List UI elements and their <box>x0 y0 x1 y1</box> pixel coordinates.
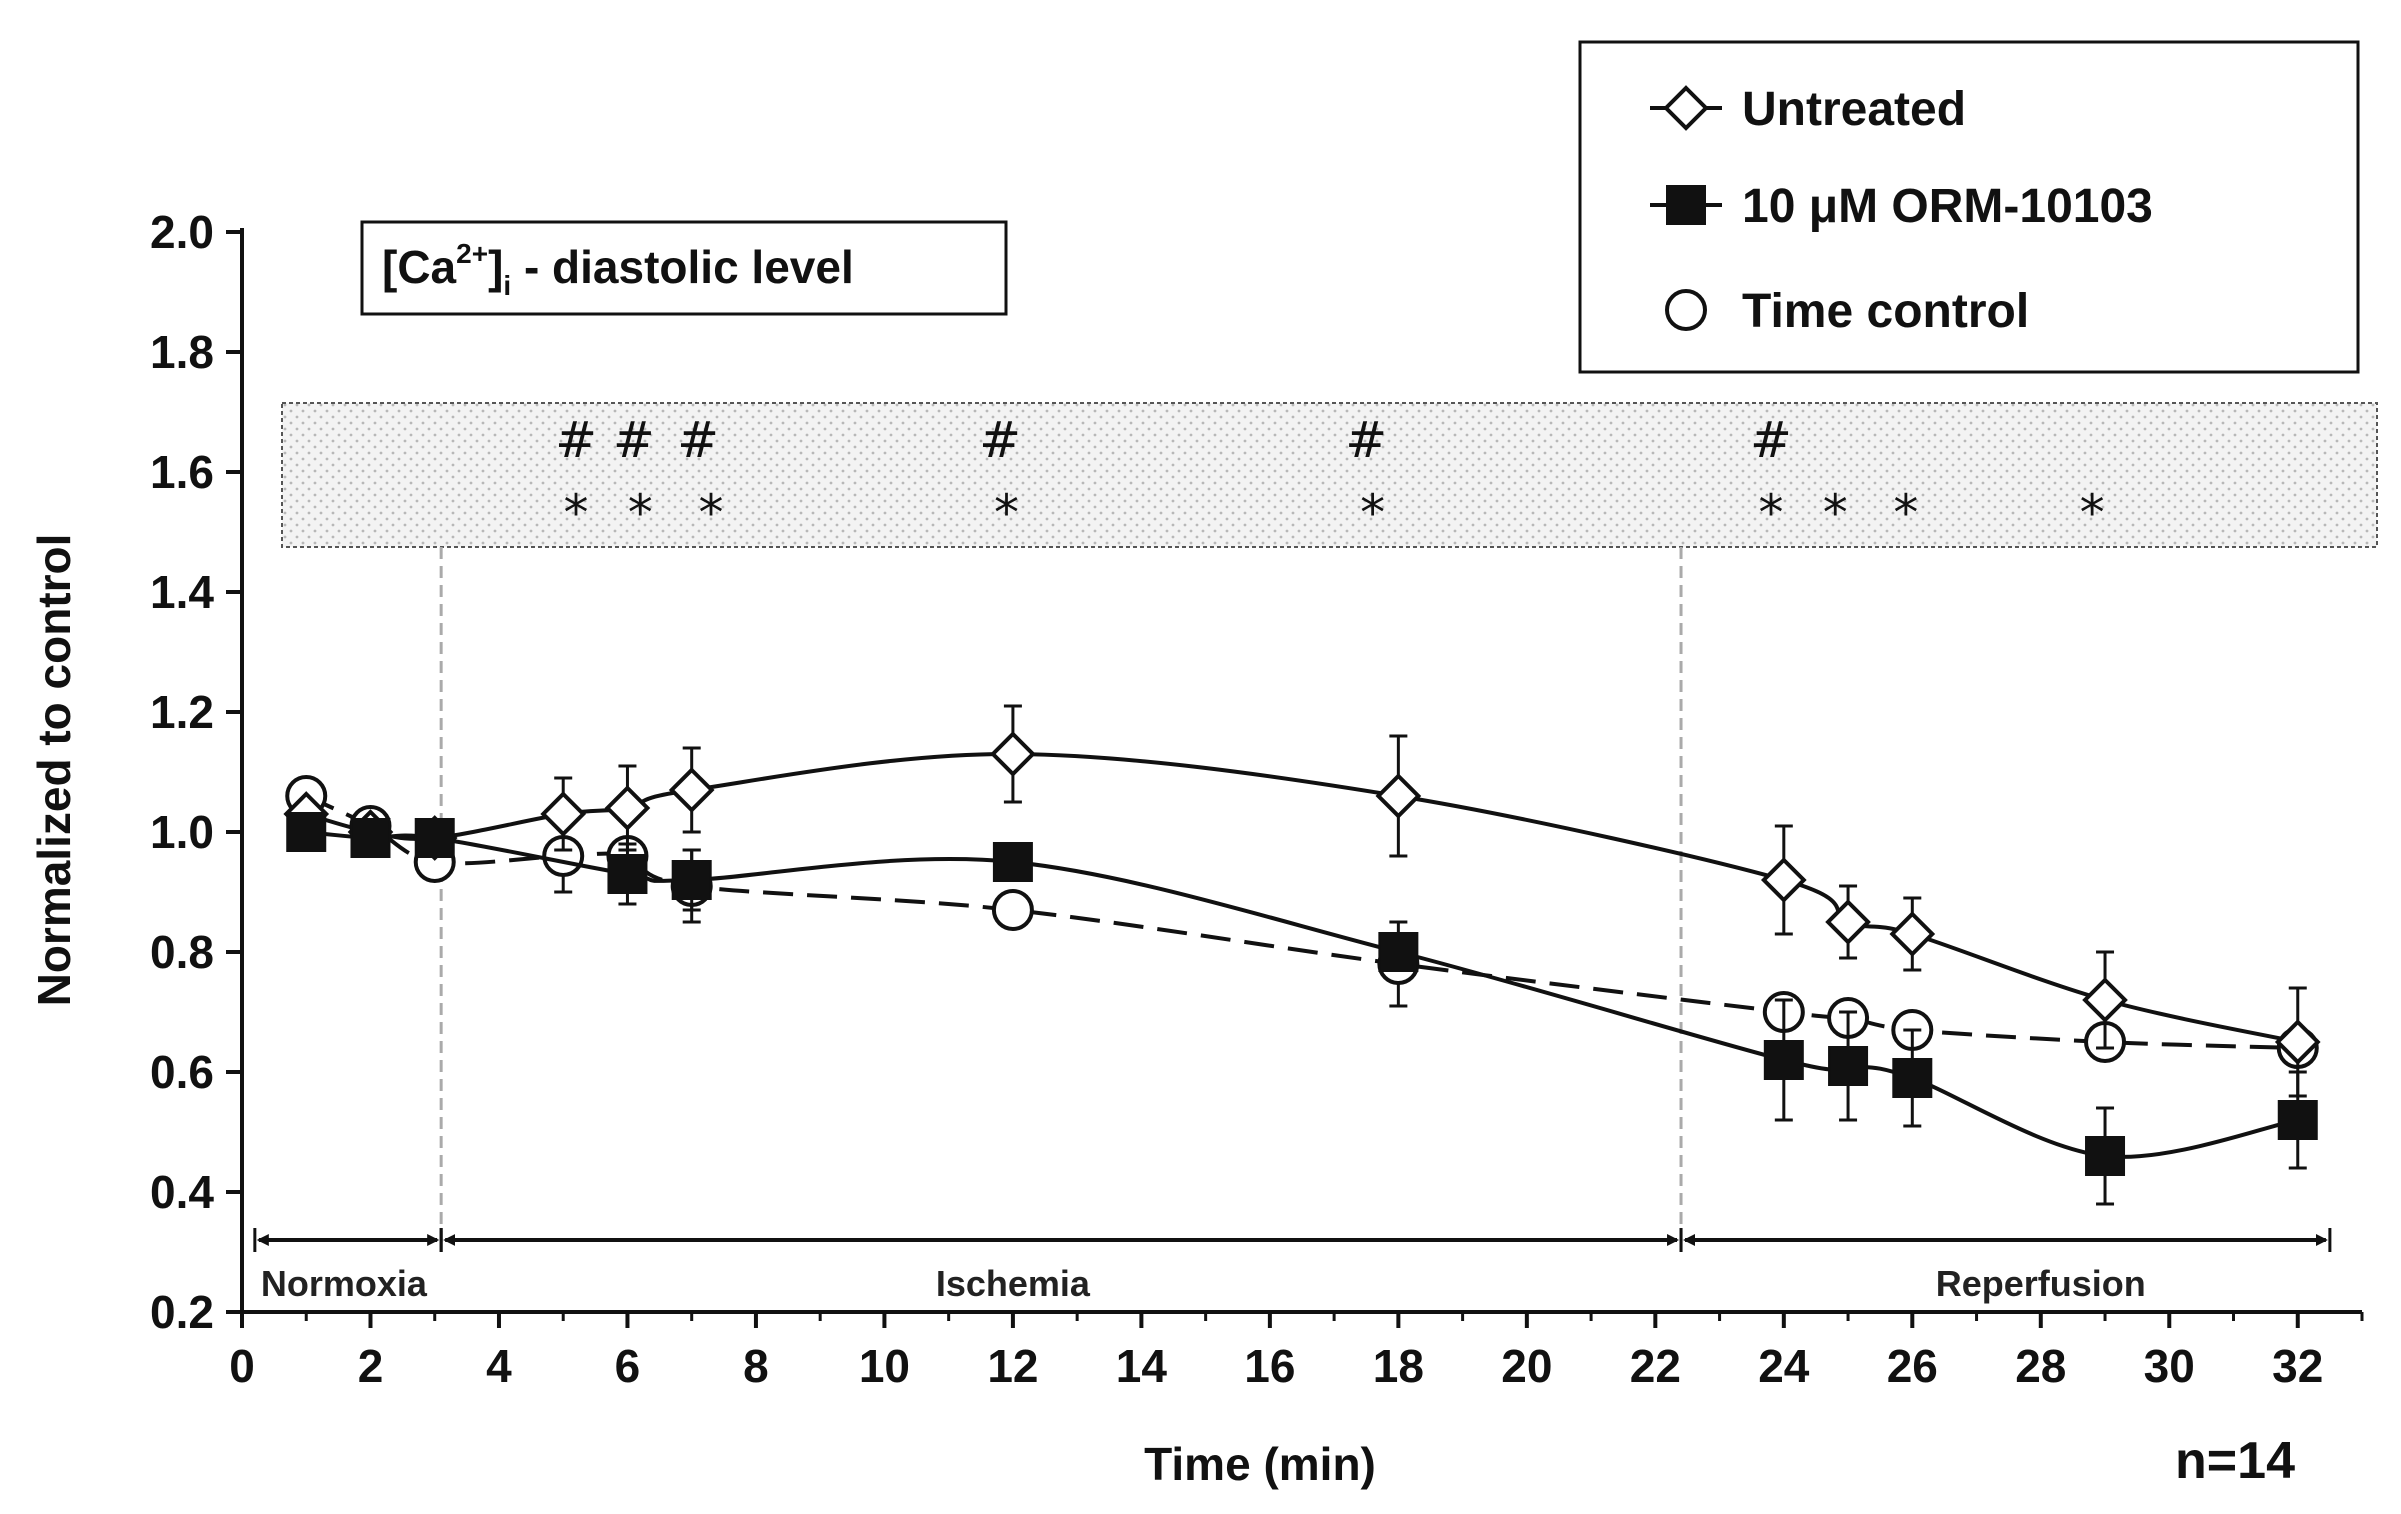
hash-mark: # <box>677 411 719 469</box>
n-label: n=14 <box>2175 1432 2295 1490</box>
series-time-control <box>285 775 2319 1069</box>
y-tick-label: 0.8 <box>150 926 214 978</box>
inset-label-prefix: [Ca <box>382 241 457 293</box>
inset-label-subscript: i <box>503 270 511 301</box>
data-point-10-m-orm-10103 <box>1828 1046 1869 1086</box>
phase-label-reperfusion: Reperfusion <box>1936 1263 2146 1304</box>
inset-label: [Ca2+]i - diastolic level <box>360 220 1008 316</box>
y-tick-label: 0.4 <box>150 1166 214 1218</box>
phase-label-ischemia: Ischemia <box>936 1263 1091 1304</box>
legend-label-time-control: Time control <box>1742 285 2029 338</box>
data-point-untreated <box>1375 773 1422 819</box>
legend-entries: Untreated 10 μM ORM-10103 Time control <box>1650 83 2153 338</box>
hash-mark: # <box>555 411 597 469</box>
star-mark: * <box>564 484 589 542</box>
x-tick-label: 2 <box>358 1340 384 1392</box>
x-tick-label: 26 <box>1887 1340 1938 1392</box>
phase-dividers <box>439 547 1683 1242</box>
phase-label-normoxia: Normoxia <box>261 1263 428 1304</box>
x-tick-label: 32 <box>2272 1340 2323 1392</box>
star-mark: * <box>1360 484 1385 542</box>
series-line-untreated <box>305 751 2299 1044</box>
data-point-untreated <box>604 785 651 831</box>
data-point-10-m-orm-10103 <box>671 860 712 900</box>
x-tick-label: 18 <box>1373 1340 1424 1392</box>
x-tick-label: 24 <box>1758 1340 1810 1392</box>
data-point-untreated <box>540 791 587 837</box>
series-10-m-orm-10103 <box>286 812 2318 1206</box>
data-point-untreated <box>2274 1019 2321 1065</box>
inset-label-text: [Ca2+]i - diastolic level <box>382 238 854 301</box>
data-point-10-m-orm-10103 <box>1378 932 1419 972</box>
legend-marker-10-m-orm-10103 <box>1666 185 1706 225</box>
data-point-10-m-orm-10103 <box>607 854 648 894</box>
star-mark: * <box>698 484 723 542</box>
star-mark: * <box>1758 484 1783 542</box>
legend-marker-untreated <box>1663 85 1709 131</box>
star-mark: * <box>628 484 653 542</box>
y-tick-label: 0.2 <box>150 1286 214 1338</box>
series-line-10-m-orm-10103 <box>306 830 2299 1159</box>
star-mark: * <box>2080 484 2105 542</box>
x-tick-label: 10 <box>859 1340 910 1392</box>
legend-label-untreated: Untreated <box>1742 83 1966 136</box>
hash-mark: # <box>1345 411 1387 469</box>
data-point-untreated <box>990 731 1036 777</box>
inset-label-suffix: - diastolic level <box>511 241 854 293</box>
data-point-10-m-orm-10103 <box>2085 1136 2126 1176</box>
star-mark: * <box>1893 484 1918 542</box>
legend-marker-time-control <box>1665 289 1707 331</box>
x-tick-label: 22 <box>1630 1340 1681 1392</box>
hash-mark: # <box>613 411 655 469</box>
star-mark: * <box>994 484 1019 542</box>
data-point-10-m-orm-10103 <box>1763 1040 1804 1080</box>
y-tick-label: 2.0 <box>150 206 214 258</box>
inset-label-bracket: ] <box>488 241 503 293</box>
hash-mark: # <box>1750 411 1792 469</box>
x-tick-label: 8 <box>743 1340 769 1392</box>
data-point-untreated <box>1760 857 1807 903</box>
phase-arrows: Normoxia Ischemia Reperfusion <box>253 1228 2332 1304</box>
x-tick-label: 20 <box>1501 1340 1552 1392</box>
x-tick-label: 6 <box>615 1340 641 1392</box>
y-tick-label: 1.6 <box>150 446 214 498</box>
inset-label-box <box>360 220 1008 316</box>
data-point-10-m-orm-10103 <box>992 842 1033 882</box>
data-point-untreated <box>1889 911 1936 957</box>
series-line-time-control <box>305 794 2298 1050</box>
data-point-10-m-orm-10103 <box>2277 1100 2318 1140</box>
y-tick-label: 1.0 <box>150 806 214 858</box>
y-tick-label: 1.4 <box>150 566 214 618</box>
y-axis-title: Normalized to control <box>28 534 80 1007</box>
inset-label-superscript: 2+ <box>456 238 488 269</box>
y-tick-label: 1.2 <box>150 686 214 738</box>
x-tick-label: 12 <box>987 1340 1038 1392</box>
x-axis-title: Time (min) <box>1144 1438 1376 1490</box>
legend-label-10-m-orm-10103: 10 μM ORM-10103 <box>1742 180 2153 233</box>
significance-band <box>281 402 2378 548</box>
data-point-10-m-orm-10103 <box>414 818 455 858</box>
x-tick-label: 28 <box>2015 1340 2066 1392</box>
x-tick-label: 16 <box>1244 1340 1295 1392</box>
x-tick-label: 30 <box>2144 1340 2195 1392</box>
y-tick-label: 1.8 <box>150 326 214 378</box>
data-point-untreated <box>2082 977 2128 1023</box>
significance-marks: # # # # # # * * * * * * * * * <box>555 411 2105 542</box>
data-point-untreated <box>668 767 715 813</box>
hash-mark: # <box>979 411 1021 469</box>
series-layer <box>283 704 2321 1206</box>
data-point-10-m-orm-10103 <box>286 812 327 852</box>
star-mark: * <box>1823 484 1848 542</box>
data-point-10-m-orm-10103 <box>1892 1058 1933 1098</box>
data-point-time-control <box>991 889 1034 931</box>
x-tick-label: 4 <box>486 1340 512 1392</box>
y-tick-label: 0.6 <box>150 1046 214 1098</box>
data-point-10-m-orm-10103 <box>350 818 391 858</box>
axes: 0.20.40.60.81.01.21.41.61.82.00 2 4 6 8 10 12 1… <box>28 206 2364 1490</box>
x-tick-label: 14 <box>1116 1340 1168 1392</box>
legend: Untreated 10 μM ORM-10103 Time control <box>1578 40 2360 374</box>
x-tick-label: 0 <box>229 1340 255 1392</box>
data-point-untreated <box>1825 899 1871 945</box>
